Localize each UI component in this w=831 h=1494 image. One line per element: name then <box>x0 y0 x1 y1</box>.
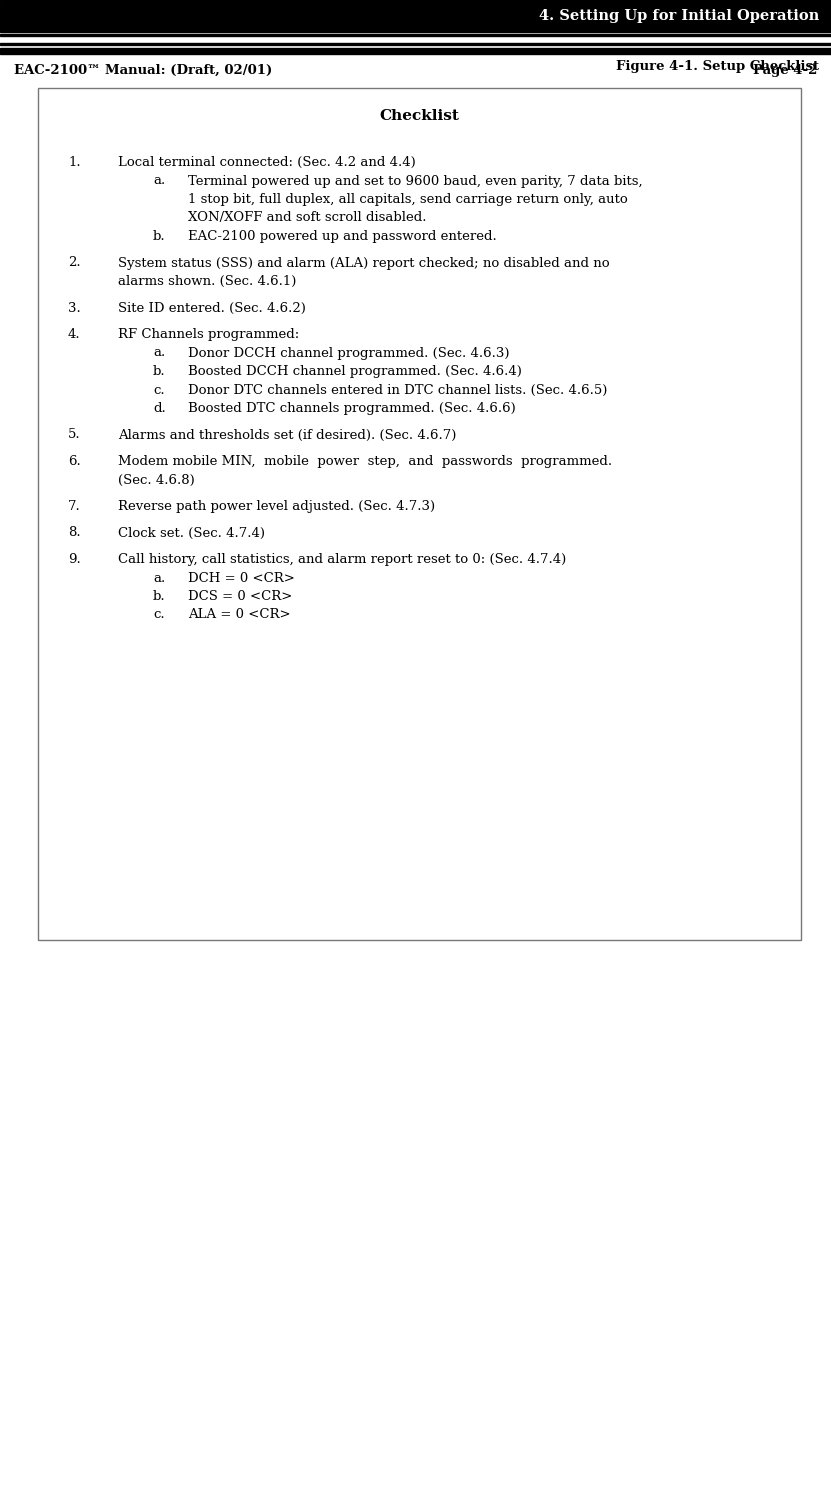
Text: 9.: 9. <box>68 553 81 566</box>
Text: ALA = 0 <CR>: ALA = 0 <CR> <box>188 608 291 622</box>
Bar <box>0 43 831 45</box>
Text: Local terminal connected: (Sec. 4.2 and 4.4): Local terminal connected: (Sec. 4.2 and … <box>118 155 416 169</box>
Text: Site ID entered. (Sec. 4.6.2): Site ID entered. (Sec. 4.6.2) <box>118 302 306 315</box>
Text: Donor DTC channels entered in DTC channel lists. (Sec. 4.6.5): Donor DTC channels entered in DTC channe… <box>188 384 607 396</box>
Text: a.: a. <box>153 572 165 584</box>
Text: c.: c. <box>153 608 165 622</box>
Bar <box>0 34 831 36</box>
Text: System status (SSS) and alarm (ALA) report checked; no disabled and no: System status (SSS) and alarm (ALA) repo… <box>118 257 610 269</box>
Text: a.: a. <box>153 347 165 360</box>
Text: b.: b. <box>153 230 165 244</box>
Text: Figure 4-1. Setup Checklist: Figure 4-1. Setup Checklist <box>616 60 819 73</box>
Text: Clock set. (Sec. 4.7.4): Clock set. (Sec. 4.7.4) <box>118 526 265 539</box>
Text: EAC-2100™ Manual: (Draft, 02/01): EAC-2100™ Manual: (Draft, 02/01) <box>14 64 273 78</box>
Bar <box>0 0 831 31</box>
Text: (Sec. 4.6.8): (Sec. 4.6.8) <box>118 474 194 487</box>
Text: DCS = 0 <CR>: DCS = 0 <CR> <box>188 590 293 604</box>
Text: 4. Setting Up for Initial Operation: 4. Setting Up for Initial Operation <box>538 9 819 22</box>
Text: 8.: 8. <box>68 526 81 539</box>
Text: Reverse path power level adjusted. (Sec. 4.7.3): Reverse path power level adjusted. (Sec.… <box>118 500 435 512</box>
Text: 2.: 2. <box>68 257 81 269</box>
Text: 4.: 4. <box>68 329 81 341</box>
Text: Modem mobile MIN,  mobile  power  step,  and  passwords  programmed.: Modem mobile MIN, mobile power step, and… <box>118 456 612 468</box>
Text: Boosted DCCH channel programmed. (Sec. 4.6.4): Boosted DCCH channel programmed. (Sec. 4… <box>188 365 522 378</box>
Text: 7.: 7. <box>68 500 81 512</box>
Text: Donor DCCH channel programmed. (Sec. 4.6.3): Donor DCCH channel programmed. (Sec. 4.6… <box>188 347 509 360</box>
Text: 1 stop bit, full duplex, all capitals, send carriage return only, auto: 1 stop bit, full duplex, all capitals, s… <box>188 193 627 206</box>
Text: DCH = 0 <CR>: DCH = 0 <CR> <box>188 572 295 584</box>
Text: alarms shown. (Sec. 4.6.1): alarms shown. (Sec. 4.6.1) <box>118 275 297 288</box>
Text: b.: b. <box>153 590 165 604</box>
Text: b.: b. <box>153 365 165 378</box>
Text: Terminal powered up and set to 9600 baud, even parity, 7 data bits,: Terminal powered up and set to 9600 baud… <box>188 175 642 188</box>
Bar <box>0 48 831 54</box>
Bar <box>38 88 801 940</box>
Text: Checklist: Checklist <box>380 109 460 123</box>
Text: 6.: 6. <box>68 456 81 468</box>
Text: a.: a. <box>153 175 165 188</box>
Text: Page 4-2: Page 4-2 <box>753 64 817 78</box>
Text: d.: d. <box>153 402 165 415</box>
Text: Call history, call statistics, and alarm report reset to 0: (Sec. 4.7.4): Call history, call statistics, and alarm… <box>118 553 566 566</box>
Text: Boosted DTC channels programmed. (Sec. 4.6.6): Boosted DTC channels programmed. (Sec. 4… <box>188 402 516 415</box>
Text: 1.: 1. <box>68 155 81 169</box>
Text: Alarms and thresholds set (if desired). (Sec. 4.6.7): Alarms and thresholds set (if desired). … <box>118 429 456 442</box>
Text: c.: c. <box>153 384 165 396</box>
Text: RF Channels programmed:: RF Channels programmed: <box>118 329 299 341</box>
Text: XON/XOFF and soft scroll disabled.: XON/XOFF and soft scroll disabled. <box>188 212 426 224</box>
Text: 5.: 5. <box>68 429 81 442</box>
Text: 3.: 3. <box>68 302 81 315</box>
Text: EAC-2100 powered up and password entered.: EAC-2100 powered up and password entered… <box>188 230 497 244</box>
